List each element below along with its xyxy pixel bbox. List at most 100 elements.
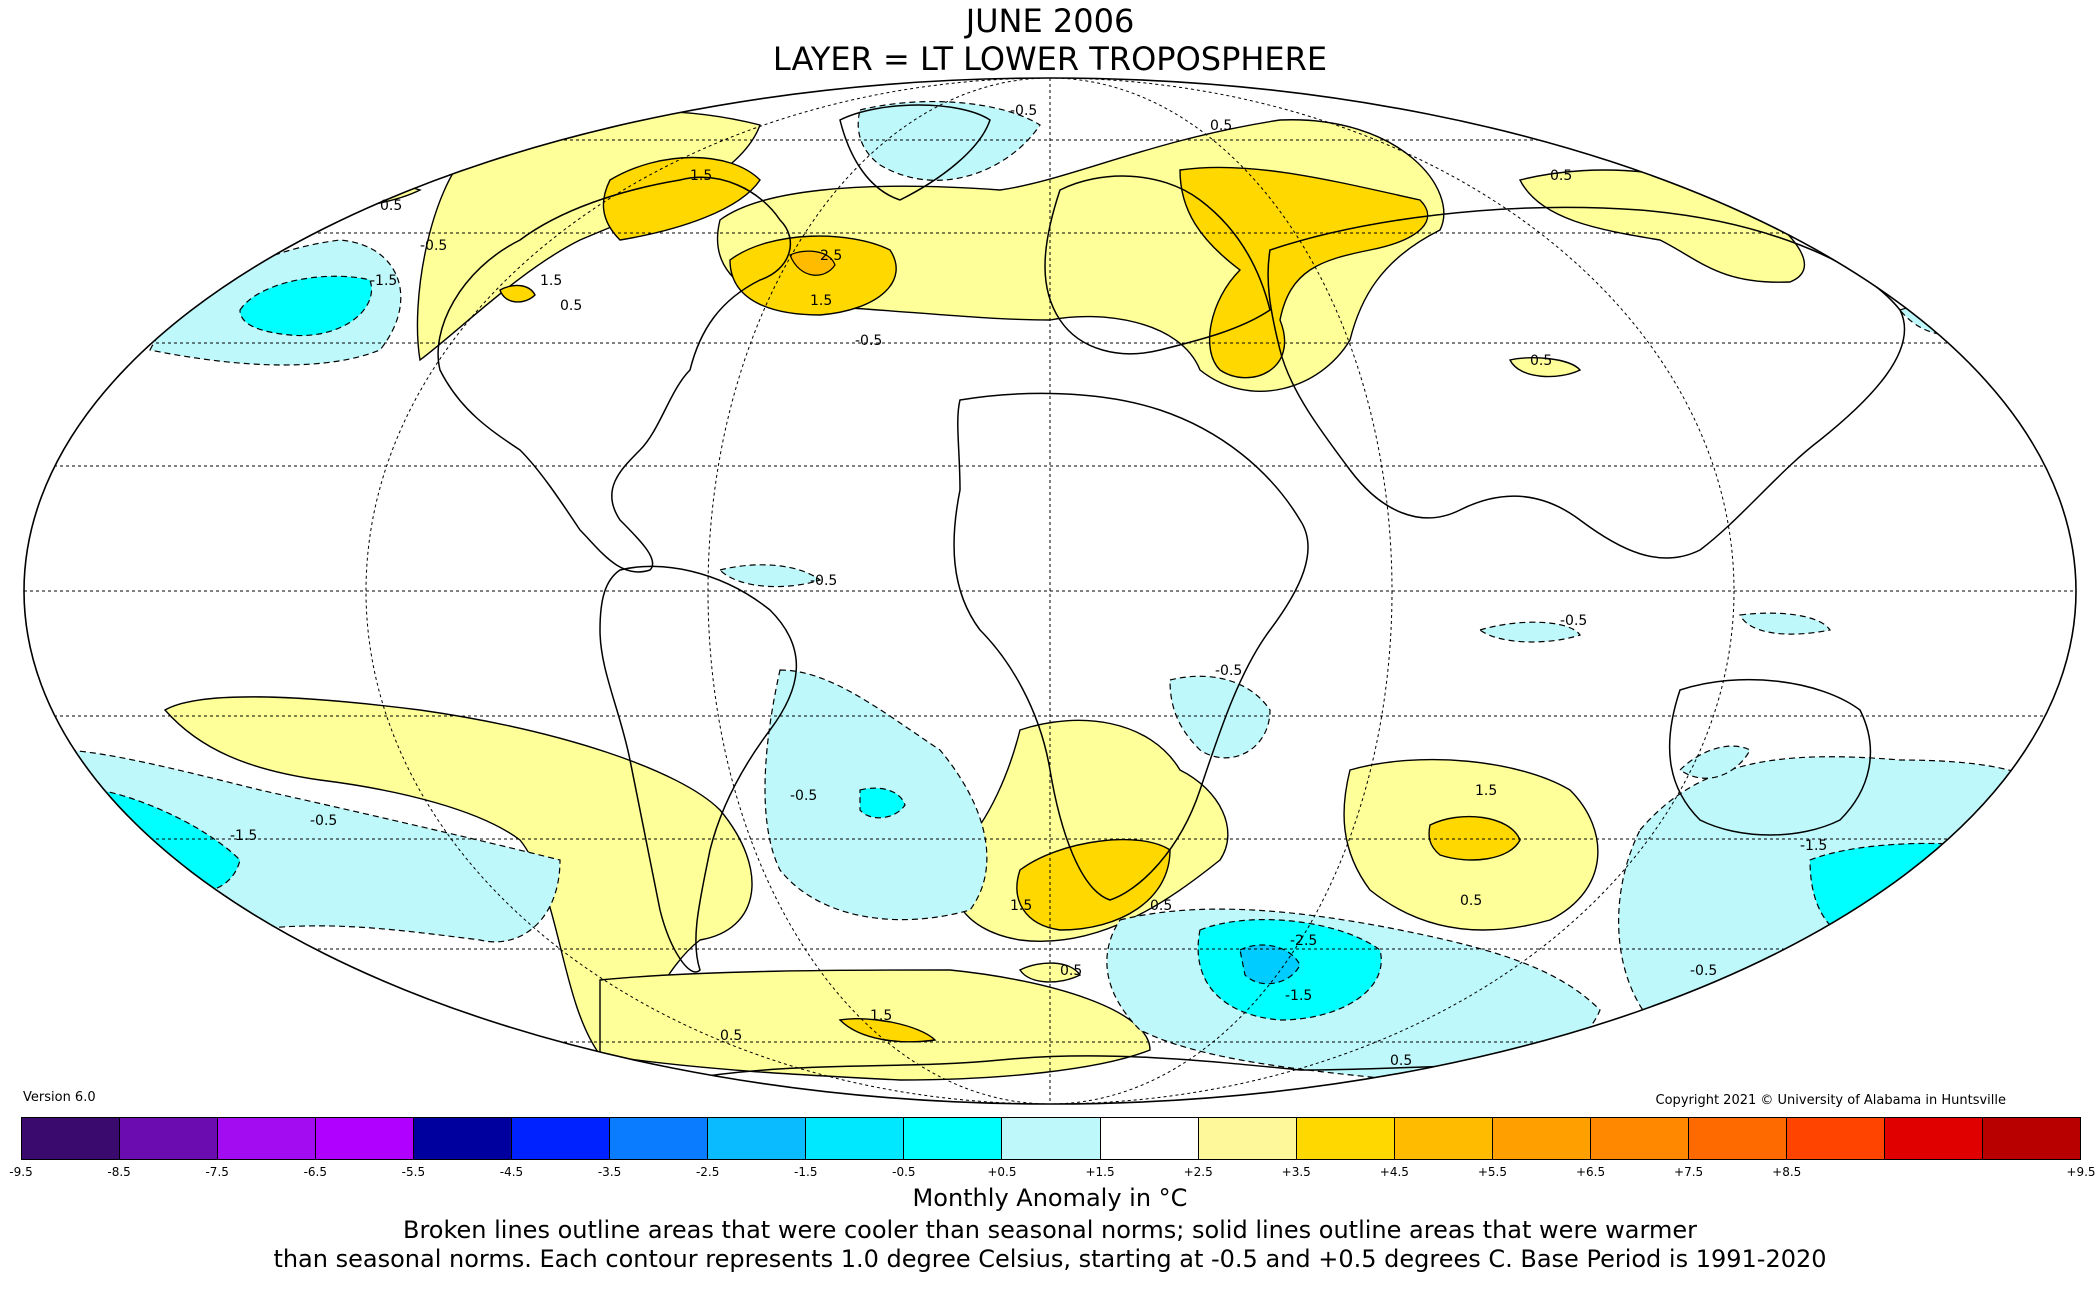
- warm-core-drake: [838, 1018, 937, 1043]
- colorbar-tick-label: -5.5: [401, 1165, 426, 1179]
- colorbar-segment: [316, 1117, 415, 1160]
- contour-label: 1.5: [870, 1008, 892, 1024]
- anomaly-map: 0.5 1.5 2.5 1.5 1.5 0.5 0.5 0.5 0.5 -0.5…: [23, 77, 2077, 1105]
- contour-label: 1.5: [1475, 783, 1497, 799]
- warm-core-pacific-ne: [499, 284, 536, 303]
- colorbar-tick-label: -7.5: [205, 1165, 229, 1179]
- contour-label: 1.5: [810, 293, 832, 309]
- colorbar-tick-label: +8.5: [1772, 1165, 1802, 1179]
- contour-label: 0.5: [1060, 963, 1082, 979]
- contour-label: -1.5: [230, 828, 257, 844]
- copyright-label: Copyright 2021 © University of Alabama i…: [1655, 1093, 2006, 1108]
- contour-label: -0.5: [1690, 963, 1717, 979]
- colorbar-segment: [414, 1117, 513, 1160]
- colorbar-segment: [708, 1117, 807, 1160]
- warm-region-south-pacific: [163, 696, 753, 1056]
- colorbar-tick-label: -2.5: [695, 1165, 720, 1179]
- cool-core-australia-south: [1809, 842, 2001, 951]
- map-subtitle: LAYER = LT LOWER TROPOSPHERE: [772, 40, 1328, 78]
- globe-border: [23, 77, 2077, 1105]
- contour-label: -0.5: [1560, 613, 1587, 629]
- colorbar-segment: [218, 1117, 317, 1160]
- contour-label: -0.5: [790, 788, 817, 804]
- cool-core-south-atlantic: [859, 787, 906, 819]
- contour-label: -0.5: [1215, 663, 1242, 679]
- europe-outline: [1044, 175, 1271, 355]
- contour-label: -1.5: [1800, 838, 1827, 854]
- colorbar-segment: [806, 1117, 905, 1160]
- colorbar-segment: [1296, 1117, 1395, 1160]
- colorbar-tick-label: +2.5: [1183, 1165, 1213, 1179]
- colorbar-tick-label: +3.5: [1281, 1165, 1311, 1179]
- cool-region-greenland: [857, 100, 1041, 181]
- colorbar-segment: [1688, 1117, 1787, 1160]
- colorbar-segment: [1198, 1117, 1297, 1160]
- warm-region-asia-small: [1508, 357, 1582, 378]
- colorbar: [21, 1117, 2081, 1160]
- colorbar-tick-label: +0.5: [987, 1165, 1017, 1179]
- contour-label: 0.5: [1210, 118, 1232, 134]
- map-title: JUNE 2006: [965, 2, 1135, 40]
- colorbar-segment: [1982, 1117, 2081, 1160]
- colorbar-segment: [904, 1117, 1003, 1160]
- cool-region-caribbean: [718, 564, 822, 588]
- cool-core-north-pacific: [239, 275, 373, 337]
- south-america-outline: [599, 565, 798, 973]
- colorbar-segment: [1590, 1117, 1689, 1160]
- contour-label: -1.5: [370, 273, 397, 289]
- asia-outline: [1267, 206, 1906, 559]
- colorbar-tick-label: +5.5: [1477, 1165, 1507, 1179]
- contour-label: -0.5: [1010, 103, 1037, 119]
- contour-label: -0.5: [810, 573, 837, 589]
- cool-region-indian-ocean: [1478, 621, 1581, 643]
- warm-core-south-atlantic: [1016, 838, 1171, 931]
- contour-label: 1.5: [1010, 898, 1032, 914]
- colorbar-tick-label: +4.5: [1379, 1165, 1409, 1179]
- contour-label: 0.5: [380, 198, 402, 214]
- colorbar-tick-label: -4.5: [499, 1165, 524, 1179]
- contour-label: 2.5: [820, 248, 842, 264]
- colorbar-tick-label: +9.5: [2066, 1165, 2096, 1179]
- colorbar-segment: [1002, 1117, 1101, 1160]
- cool-region-indonesia: [1739, 612, 1831, 635]
- colorbar-tick-label: -6.5: [303, 1165, 327, 1179]
- colorbar-frame: [21, 1117, 2081, 1160]
- colorbar-segment: [21, 1117, 121, 1160]
- colorbar-tick-label: +7.5: [1674, 1165, 1704, 1179]
- cool-peak-southern-ocean: [1239, 944, 1301, 985]
- warm-core-south-indian: [1428, 815, 1521, 861]
- colorbar-tick-label: -8.5: [107, 1165, 131, 1179]
- contour-label: -0.5: [855, 333, 882, 349]
- colorbar-segment: [1492, 1117, 1591, 1160]
- version-label: Version 6.0: [23, 1090, 96, 1105]
- contour-label: 0.5: [1390, 1053, 1412, 1069]
- coastlines: [437, 104, 1906, 1104]
- contour-label: 0.5: [1150, 898, 1172, 914]
- contour-label: 0.5: [1530, 353, 1552, 369]
- colorbar-segment: [120, 1117, 219, 1160]
- description-line-1: Broken lines outline areas that were coo…: [403, 1216, 1697, 1244]
- north-america-outline: [437, 176, 791, 573]
- colorbar-label: Monthly Anomaly in °C: [912, 1184, 1188, 1212]
- africa-outline: [953, 392, 1309, 901]
- colorbar-segment: [1100, 1117, 1199, 1160]
- colorbar-tick-label: -9.5: [9, 1165, 33, 1179]
- colorbar-segment: [1394, 1117, 1493, 1160]
- contour-label: 1.5: [690, 168, 712, 184]
- australia-outline: [1668, 678, 1872, 836]
- colorbar-segment: [512, 1117, 611, 1160]
- warm-peak-atlantic: [789, 250, 836, 276]
- contour-label: -0.5: [310, 813, 337, 829]
- cool-region-australia-north: [1679, 745, 1751, 779]
- contour-label: -0.5: [420, 238, 447, 254]
- colorbar-segment: [1786, 1117, 1885, 1160]
- colorbar-tick-label: +6.5: [1575, 1165, 1606, 1179]
- colorbar-tick-label: -0.5: [892, 1165, 916, 1179]
- contour-label: 0.5: [560, 298, 582, 314]
- colorbar-tick-label: -1.5: [794, 1165, 818, 1179]
- colorbar-segment: [1884, 1117, 1983, 1160]
- colorbar-tick-label: -3.5: [597, 1165, 622, 1179]
- contour-label: -2.5: [1290, 933, 1317, 949]
- contour-label: 0.5: [1550, 168, 1572, 184]
- contour-label: 0.5: [1460, 893, 1482, 909]
